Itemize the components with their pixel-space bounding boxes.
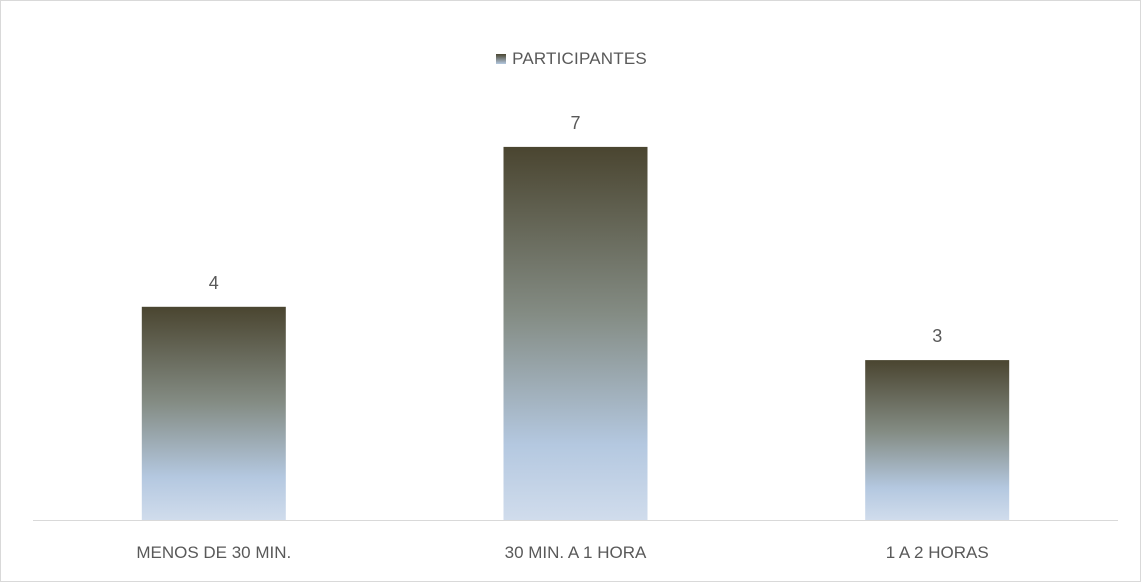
legend-swatch	[496, 54, 507, 64]
bar-3	[865, 360, 1010, 520]
x-tick-label-2: 30 MIN. A 1 HORA	[505, 543, 647, 562]
legend: PARTICIPANTES	[1, 49, 1141, 69]
bar-2	[503, 146, 648, 520]
x-tick-label-3: 1 A 2 HORAS	[886, 543, 989, 562]
x-tick-label-1: MENOS DE 30 MIN.	[136, 543, 291, 562]
legend-label: PARTICIPANTES	[512, 49, 647, 68]
data-label-3: 3	[932, 326, 942, 346]
bar-1	[141, 306, 286, 520]
data-label-1: 4	[209, 273, 219, 293]
data-label-2: 7	[570, 113, 580, 133]
